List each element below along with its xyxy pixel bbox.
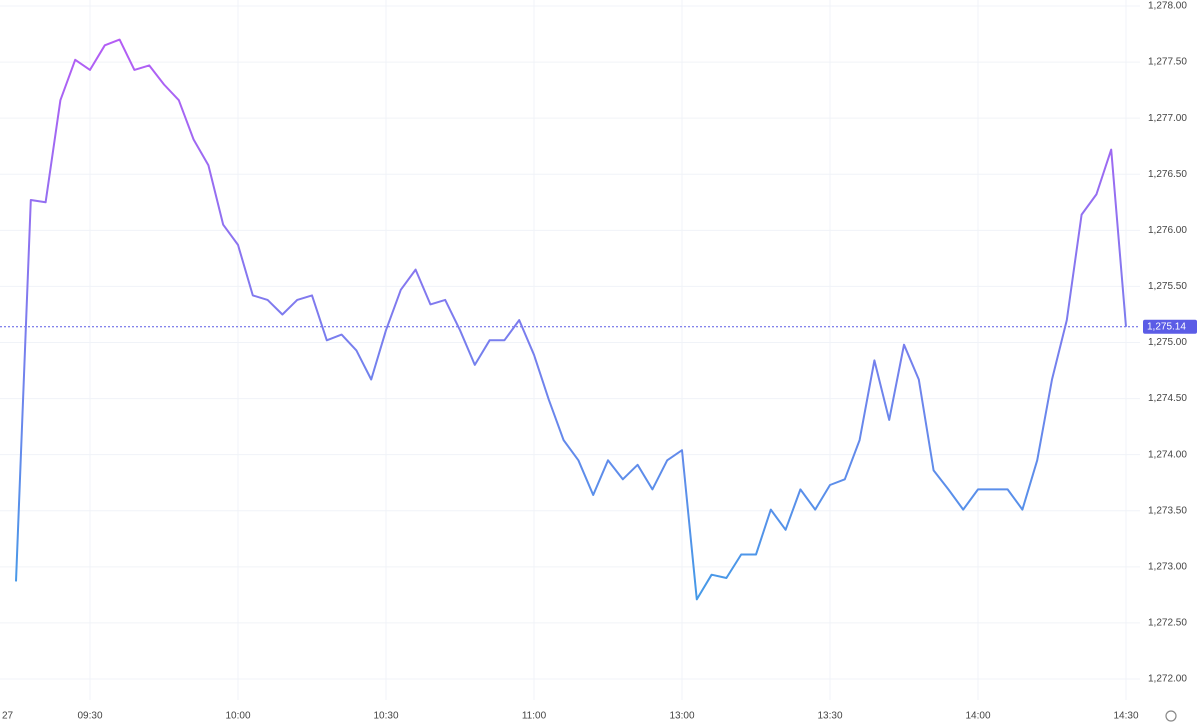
x-tick-label: 10:30 [373,711,398,722]
x-tick-label: 14:00 [965,711,990,722]
y-tick-label: 1,272.50 [1148,618,1187,629]
x-tick-label: 13:30 [817,711,842,722]
y-tick-label: 1,272.00 [1148,674,1187,685]
y-tick-label: 1,277.50 [1148,57,1187,68]
price-line [15,38,1127,601]
y-tick-label: 1,273.50 [1148,505,1187,516]
y-tick-label: 1,275.00 [1148,337,1187,348]
x-tick-label: 10:00 [225,711,250,722]
y-tick-label: 1,275.50 [1148,281,1187,292]
x-tick-label: 27 [2,711,14,722]
y-tick-label: 1,273.00 [1148,561,1187,572]
x-tick-label: 13:00 [669,711,694,722]
y-tick-label: 1,274.00 [1148,449,1187,460]
settings-icon[interactable] [1165,710,1177,722]
last-price-label: 1,275.14 [1147,321,1186,332]
last-price-tag [1143,319,1197,334]
y-tick-label: 1,278.00 [1148,1,1187,12]
y-tick-label: 1,276.50 [1148,169,1187,180]
y-tick-label: 1,276.00 [1148,225,1187,236]
x-tick-label: 09:30 [77,711,102,722]
x-tick-label: 14:30 [1113,711,1138,722]
y-tick-label: 1,274.50 [1148,393,1187,404]
y-tick-label: 1,277.00 [1148,113,1187,124]
x-tick-label: 11:00 [522,711,547,722]
